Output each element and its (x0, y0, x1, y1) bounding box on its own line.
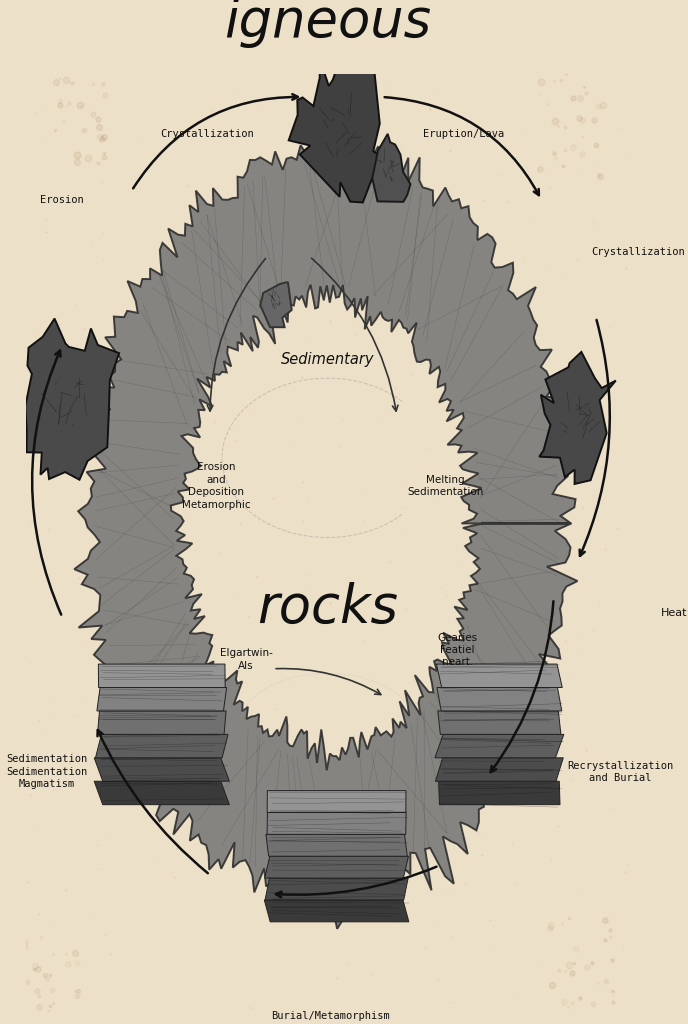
Polygon shape (436, 758, 563, 781)
Polygon shape (25, 318, 119, 479)
Polygon shape (98, 711, 226, 734)
Text: Erosion
and
Deposition
Metamorphic: Erosion and Deposition Metamorphic (182, 462, 250, 510)
Polygon shape (438, 711, 561, 734)
Polygon shape (267, 812, 406, 835)
Polygon shape (436, 665, 562, 687)
Text: Elgartwin-
Als: Elgartwin- Als (219, 648, 272, 671)
Polygon shape (94, 781, 229, 805)
Text: Crystallization: Crystallization (591, 247, 685, 257)
Text: Eruption/Lava: Eruption/Lava (422, 129, 504, 139)
Polygon shape (70, 140, 577, 929)
Text: Burial/Metamorphism: Burial/Metamorphism (271, 1011, 390, 1021)
Polygon shape (265, 879, 408, 900)
Polygon shape (98, 665, 225, 687)
Polygon shape (266, 835, 407, 856)
Text: igneous: igneous (224, 0, 431, 48)
Polygon shape (289, 59, 380, 203)
Polygon shape (265, 856, 409, 879)
Polygon shape (96, 734, 228, 758)
Polygon shape (260, 283, 292, 328)
Text: Crystallization: Crystallization (160, 129, 254, 139)
Polygon shape (97, 687, 226, 711)
Polygon shape (439, 781, 560, 805)
Text: Sedimentation
Sedimentation
Magmatism: Sedimentation Sedimentation Magmatism (7, 755, 88, 790)
Polygon shape (267, 791, 406, 812)
Polygon shape (437, 687, 562, 711)
Text: Gearies
Featiel
neart.: Gearies Featiel neart. (437, 633, 477, 668)
Polygon shape (264, 900, 409, 922)
Text: Sedimentary: Sedimentary (281, 352, 374, 367)
Text: Erosion: Erosion (41, 196, 84, 205)
Text: Recrystallization
and Burial: Recrystallization and Burial (567, 761, 673, 783)
Polygon shape (372, 134, 411, 202)
Polygon shape (435, 734, 564, 758)
Polygon shape (94, 758, 229, 781)
Text: Melting
Sedimentation: Melting Sedimentation (407, 474, 483, 498)
Polygon shape (539, 352, 616, 484)
Text: Heat: Heat (661, 607, 687, 617)
Text: rocks: rocks (257, 582, 398, 634)
